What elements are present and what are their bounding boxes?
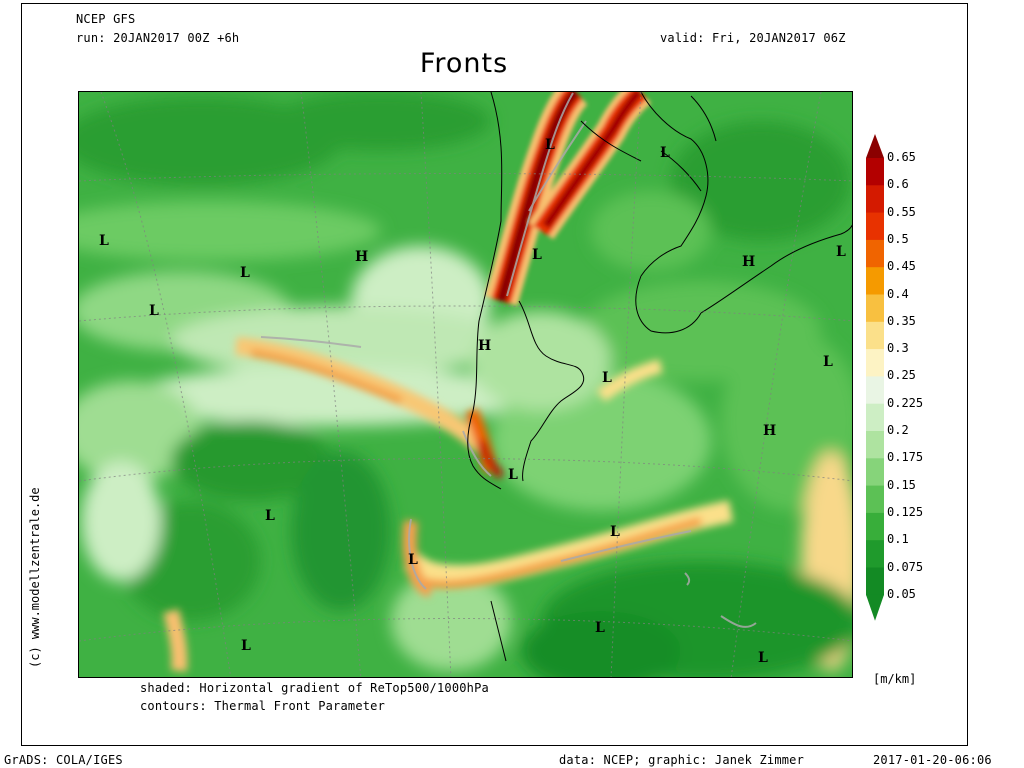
- low-pressure-label: L: [508, 467, 518, 483]
- valid-time: valid: Fri, 20JAN2017 06Z: [660, 31, 846, 45]
- map-panel: [78, 91, 853, 678]
- legend-tick-label: 0.3: [887, 341, 909, 356]
- legend-top-arrow: [866, 134, 884, 158]
- legend-swatch: [866, 294, 884, 323]
- shaded-field: [79, 92, 852, 677]
- legend-bottom-arrow: [866, 594, 884, 621]
- low-pressure-label: L: [149, 303, 159, 319]
- legend-tick-label: 0.225: [887, 395, 924, 410]
- low-pressure-label: L: [595, 620, 605, 636]
- shaded-caption: shaded: Horizontal gradient of ReTop500/…: [140, 681, 489, 695]
- legend-swatch: [866, 158, 884, 186]
- legend-swatch: [866, 239, 884, 268]
- legend-tick-label: 0.2: [887, 423, 909, 437]
- low-pressure-label: L: [408, 552, 418, 568]
- legend-swatch: [866, 321, 884, 350]
- legend-tick-label: 0.075: [887, 559, 924, 574]
- legend-swatch: [866, 540, 884, 568]
- legend-swatch: [866, 485, 884, 514]
- legend-units: [m/km]: [873, 672, 917, 686]
- low-pressure-label: L: [241, 638, 251, 654]
- contours-caption: contours: Thermal Front Parameter: [140, 699, 386, 713]
- legend-tick-label: 0.55: [887, 204, 916, 219]
- legend-swatch: [866, 349, 884, 377]
- low-pressure-label: L: [532, 247, 542, 263]
- color-legend: [866, 134, 884, 621]
- legend-swatch: [866, 512, 884, 541]
- high-pressure-label: H: [742, 254, 756, 270]
- low-pressure-label: L: [823, 354, 833, 370]
- legend-tick-label: 0.25: [887, 368, 916, 383]
- legend-swatch: [866, 267, 884, 295]
- low-pressure-label: L: [610, 524, 620, 540]
- chart-title: Fronts: [419, 48, 509, 79]
- grads-credit: GrADS: COLA/IGES: [4, 753, 123, 767]
- low-pressure-label: L: [545, 137, 555, 153]
- low-pressure-label: L: [758, 650, 768, 666]
- high-pressure-label: H: [355, 249, 369, 265]
- legend-tick-label: 0.65: [887, 150, 916, 164]
- data-credit: data: NCEP; graphic: Janek Zimmer: [559, 753, 805, 767]
- legend-swatch: [866, 458, 884, 487]
- legend-tick-label: 0.5: [887, 231, 909, 246]
- low-pressure-label: L: [836, 244, 846, 260]
- copyright-text: (c) www.modellzentrale.de: [28, 487, 42, 668]
- run-time: run: 20JAN2017 00Z +6h: [76, 31, 240, 45]
- low-pressure-label: L: [240, 265, 250, 281]
- legend-tick-label: 0.05: [887, 586, 916, 601]
- coastlines: [467, 92, 852, 662]
- high-pressure-label: H: [763, 423, 777, 439]
- legend-swatch: [866, 431, 884, 459]
- legend-swatch: [866, 567, 884, 596]
- legend-swatch: [866, 212, 884, 241]
- low-pressure-label: L: [602, 370, 612, 386]
- thermal-front-contours: [260, 92, 757, 628]
- low-pressure-label: L: [99, 233, 109, 249]
- legend-tick-label: 0.45: [887, 259, 916, 274]
- legend-swatch: [866, 185, 884, 214]
- low-pressure-label: L: [660, 145, 670, 161]
- model-name: NCEP GFS: [76, 12, 136, 26]
- low-pressure-label: L: [265, 508, 275, 524]
- legend-tick-label: 0.175: [887, 450, 924, 465]
- legend-tick-label: 0.15: [887, 477, 916, 492]
- lat-lon-grid: [79, 92, 852, 677]
- legend-tick-label: 0.125: [887, 504, 924, 519]
- gradient-blobs: [79, 92, 852, 677]
- timestamp: 2017-01-20-06:06: [873, 753, 992, 767]
- plot-frame: [21, 3, 968, 746]
- legend-swatch: [866, 403, 884, 432]
- legend-tick-label: 0.6: [887, 177, 909, 192]
- legend-tick-label: 0.4: [887, 286, 909, 301]
- legend-swatch: [866, 376, 884, 405]
- high-pressure-label: H: [478, 338, 492, 354]
- legend-tick-label: 0.35: [887, 313, 916, 328]
- legend-tick-label: 0.1: [887, 532, 909, 547]
